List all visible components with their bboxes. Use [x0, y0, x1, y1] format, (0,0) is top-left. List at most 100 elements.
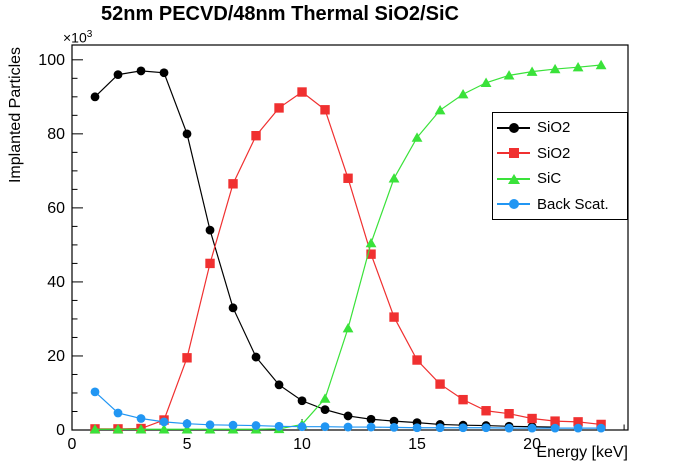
triangle-marker-icon — [434, 104, 446, 115]
square-marker-icon — [205, 258, 215, 269]
square-marker-icon — [458, 394, 468, 405]
y-tick-label: 0 — [56, 422, 65, 439]
square-marker-icon — [412, 355, 422, 365]
square-marker-icon — [320, 105, 330, 115]
circle-marker-icon — [596, 423, 606, 433]
y-axis-multiplier-exponent: 3 — [86, 29, 93, 40]
circle-marker-icon — [508, 122, 519, 133]
y-tick-label: 20 — [47, 348, 65, 365]
circle-marker-icon — [251, 352, 261, 362]
y-axis-ticks: 0 20 40 60 80 100 — [38, 52, 83, 439]
legend-key — [497, 121, 530, 135]
circle-marker-icon — [136, 66, 146, 76]
square-marker-icon — [481, 406, 491, 416]
y-tick-label: 80 — [47, 126, 65, 143]
x-tick-label: 10 — [293, 436, 311, 453]
circle-marker-icon — [90, 92, 100, 102]
square-marker-icon — [251, 130, 261, 141]
x-axis-title: Energy [keV] — [536, 444, 628, 461]
triangle-marker-icon — [411, 132, 423, 142]
legend-key — [497, 197, 530, 211]
triangle-marker-icon — [480, 77, 492, 87]
circle-marker-icon — [205, 420, 215, 430]
square-marker-icon — [389, 312, 399, 322]
square-marker-icon — [228, 179, 238, 189]
square-marker-icon — [274, 103, 284, 113]
circle-marker-icon — [228, 303, 238, 313]
x-tick-label: 20 — [523, 436, 541, 453]
circle-marker-icon — [159, 417, 169, 427]
circle-marker-icon — [182, 129, 192, 139]
legend-label: SiO2 — [537, 119, 571, 137]
series-sio2-pecvd-line — [94, 70, 556, 428]
circle-marker-icon — [550, 423, 560, 433]
series-sio2-pecvd — [90, 66, 560, 432]
legend-label: Back Scat. — [537, 195, 609, 213]
triangle-marker-icon — [135, 424, 147, 434]
circle-marker-icon — [159, 68, 169, 78]
circle-marker-icon — [136, 414, 146, 423]
legend-label: SiC — [537, 170, 562, 188]
square-marker-icon — [435, 379, 445, 389]
triangle-marker-icon — [319, 393, 331, 403]
y-axis-multiplier: ×103 — [63, 29, 92, 46]
circle-marker-icon — [481, 423, 491, 433]
legend-key — [497, 172, 530, 186]
square-marker-icon — [366, 249, 376, 259]
x-tick-label: 5 — [183, 436, 192, 453]
plot-frame — [71, 44, 629, 431]
circle-marker-icon — [412, 423, 422, 433]
series-sic — [89, 59, 607, 434]
legend-item-sio2-pecvd: SiO2 — [493, 116, 627, 140]
circle-marker-icon — [508, 199, 519, 210]
series-back-scatter — [90, 387, 606, 433]
triangle-marker-icon — [112, 424, 124, 434]
triangle-marker-icon — [89, 424, 101, 434]
circle-marker-icon — [389, 416, 399, 426]
legend-key — [497, 146, 530, 160]
x-tick-label: 15 — [408, 436, 426, 453]
circle-marker-icon — [343, 422, 353, 432]
triangle-marker-icon — [572, 62, 584, 72]
circle-marker-icon — [274, 421, 284, 431]
y-tick-label: 60 — [47, 200, 65, 217]
circle-marker-icon — [435, 423, 445, 433]
circle-marker-icon — [113, 408, 123, 418]
square-marker-icon — [504, 409, 514, 419]
square-marker-icon — [550, 416, 560, 426]
legend-item-back-scatter: Back Scat. — [493, 192, 627, 216]
circle-marker-icon — [343, 411, 353, 421]
square-marker-icon — [343, 173, 353, 183]
square-marker-icon — [573, 417, 583, 427]
circle-marker-icon — [504, 423, 514, 433]
circle-marker-icon — [251, 421, 261, 430]
legend-item-sio2-thermal: SiO2 — [493, 141, 627, 165]
circle-marker-icon — [573, 423, 583, 433]
circle-marker-icon — [366, 422, 376, 432]
y-axis-multiplier-base: ×10 — [63, 29, 87, 46]
legend-label: SiO2 — [537, 144, 571, 162]
triangle-marker-icon — [457, 89, 469, 99]
square-marker-icon — [508, 148, 519, 159]
circle-marker-icon — [320, 422, 330, 432]
triangle-marker-icon — [526, 66, 538, 76]
triangle-marker-icon — [549, 63, 561, 74]
triangle-marker-icon — [365, 237, 377, 248]
circle-marker-icon — [320, 405, 330, 415]
triangle-marker-icon — [181, 424, 193, 434]
circle-marker-icon — [113, 70, 123, 80]
triangle-marker-icon — [507, 173, 520, 184]
circle-marker-icon — [274, 380, 284, 390]
square-marker-icon — [527, 413, 537, 424]
y-tick-label: 100 — [38, 52, 65, 69]
triangle-marker-icon — [595, 59, 607, 70]
x-tick-label: 0 — [68, 436, 77, 453]
chart-title: 52nm PECVD/48nm Thermal SiO2/SiC — [101, 3, 459, 25]
circle-marker-icon — [527, 423, 537, 433]
circle-marker-icon — [228, 420, 238, 430]
triangle-marker-icon — [342, 322, 354, 333]
triangle-marker-icon — [158, 424, 170, 434]
circle-marker-icon — [389, 423, 399, 432]
